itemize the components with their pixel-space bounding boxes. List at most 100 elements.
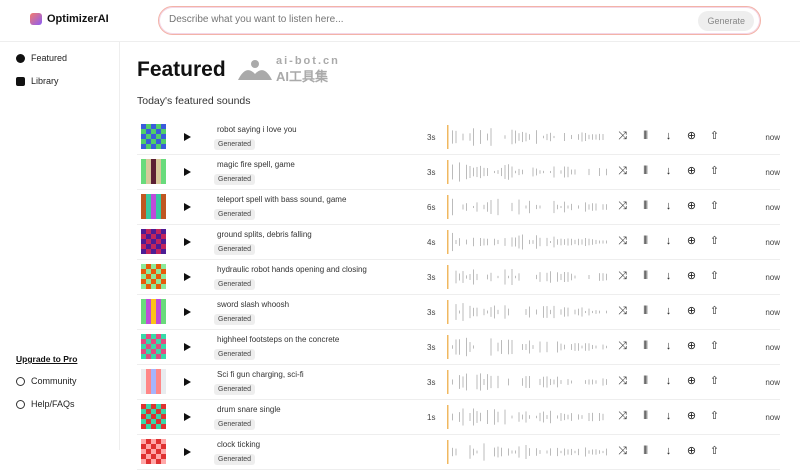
thumbnail-pixel xyxy=(156,379,161,384)
play-icon[interactable] xyxy=(184,343,191,351)
waveform-bar xyxy=(525,411,527,423)
sound-row[interactable]: sword slash whoosh Generated 3s ⤨ ⫴ ↓ ⊕ ⇧ no… xyxy=(137,295,780,330)
page-subtitle: Today's featured sounds xyxy=(137,95,251,107)
generate-button[interactable]: Generate xyxy=(698,11,754,31)
waveform-edit-icon[interactable]: ⫴ xyxy=(643,410,648,422)
waveform[interactable] xyxy=(447,159,607,185)
sound-row[interactable]: highheel footsteps on the concrete Gener… xyxy=(137,330,780,365)
shuffle-icon[interactable]: ⤨ xyxy=(618,445,627,457)
download-icon[interactable]: ↓ xyxy=(665,410,672,422)
sound-row[interactable]: clock ticking Generated ⤨ ⫴ ↓ ⊕ ⇧ xyxy=(137,435,780,470)
shuffle-icon[interactable]: ⤨ xyxy=(618,200,627,212)
waveform-bar xyxy=(557,376,558,388)
shuffle-icon[interactable]: ⤨ xyxy=(618,270,627,282)
waveform-edit-icon[interactable]: ⫴ xyxy=(643,200,648,212)
share-icon[interactable]: ⇧ xyxy=(709,130,720,142)
play-icon[interactable] xyxy=(184,448,191,456)
shuffle-icon[interactable]: ⤨ xyxy=(618,165,627,177)
waveform[interactable] xyxy=(447,334,607,360)
play-icon[interactable] xyxy=(184,168,191,176)
waveform-edit-icon[interactable]: ⫴ xyxy=(643,445,648,457)
sound-row[interactable]: robot saying i love you Generated 3s ⤨ ⫴ ↓… xyxy=(137,120,780,155)
upgrade-link[interactable]: Upgrade to Pro xyxy=(16,354,78,364)
waveform[interactable] xyxy=(447,439,607,465)
waveform[interactable] xyxy=(447,299,607,325)
waveform[interactable] xyxy=(447,124,607,150)
shuffle-icon[interactable]: ⤨ xyxy=(618,130,627,142)
play-icon[interactable] xyxy=(184,308,191,316)
share-icon[interactable]: ⇧ xyxy=(709,445,720,457)
share-icon[interactable]: ⇧ xyxy=(709,410,720,422)
waveform[interactable] xyxy=(447,194,607,220)
shuffle-icon[interactable]: ⤨ xyxy=(618,305,627,317)
sound-row[interactable]: magic fire spell, game Generated 3s ⤨ ⫴ ↓ ⊕… xyxy=(137,155,780,190)
waveform-edit-icon[interactable]: ⫴ xyxy=(643,235,648,247)
share-icon[interactable]: ⇧ xyxy=(709,165,720,177)
sidebar-item-help[interactable]: Help/FAQs xyxy=(16,398,75,410)
play-icon[interactable] xyxy=(184,273,191,281)
waveform-bar xyxy=(602,413,604,421)
upload-icon[interactable]: ⊕ xyxy=(686,305,697,317)
share-icon[interactable]: ⇧ xyxy=(709,270,720,282)
waveform[interactable] xyxy=(447,369,607,395)
waveform-edit-icon[interactable]: ⫴ xyxy=(643,305,648,317)
sound-row[interactable]: hydraulic robot hands opening and closin… xyxy=(137,260,780,295)
waveform-bar xyxy=(592,344,593,350)
waveform[interactable] xyxy=(447,404,607,430)
upload-icon[interactable]: ⊕ xyxy=(686,165,697,177)
waveform-bar xyxy=(543,411,544,423)
sidebar-item-community[interactable]: Community xyxy=(16,375,77,387)
waveform-edit-icon[interactable]: ⫴ xyxy=(643,340,648,352)
share-icon[interactable]: ⇧ xyxy=(709,200,720,212)
share-icon[interactable]: ⇧ xyxy=(709,235,720,247)
upload-icon[interactable]: ⊕ xyxy=(686,375,697,387)
play-icon[interactable] xyxy=(184,203,191,211)
upload-icon[interactable]: ⊕ xyxy=(686,200,697,212)
sidebar-item-library[interactable]: Library xyxy=(16,75,59,87)
waveform-bar xyxy=(602,134,604,140)
play-icon[interactable] xyxy=(184,378,191,386)
download-icon[interactable]: ↓ xyxy=(665,130,672,142)
upload-icon[interactable]: ⊕ xyxy=(686,270,697,282)
upload-icon[interactable]: ⊕ xyxy=(686,130,697,142)
sound-row[interactable]: ground splits, debris falling Generated … xyxy=(137,225,780,260)
waveform[interactable] xyxy=(447,264,607,290)
waveform-bar xyxy=(560,450,562,454)
sound-row[interactable]: teleport spell with bass sound, game Gen… xyxy=(137,190,780,225)
waveform-bar xyxy=(606,204,607,210)
waveform-edit-icon[interactable]: ⫴ xyxy=(643,130,648,142)
waveform[interactable] xyxy=(447,229,607,255)
upload-icon[interactable]: ⊕ xyxy=(686,445,697,457)
waveform-edit-icon[interactable]: ⫴ xyxy=(643,270,648,282)
shuffle-icon[interactable]: ⤨ xyxy=(618,235,627,247)
sound-row[interactable]: drum snare single Generated 1s ⤨ ⫴ ↓ ⊕ ⇧ now xyxy=(137,400,780,435)
download-icon[interactable]: ↓ xyxy=(665,165,672,177)
upload-icon[interactable]: ⊕ xyxy=(686,235,697,247)
play-icon[interactable] xyxy=(184,413,191,421)
waveform-edit-icon[interactable]: ⫴ xyxy=(643,165,648,177)
download-icon[interactable]: ↓ xyxy=(665,305,672,317)
download-icon[interactable]: ↓ xyxy=(665,270,672,282)
download-icon[interactable]: ↓ xyxy=(665,445,672,457)
shuffle-icon[interactable]: ⤨ xyxy=(618,340,627,352)
waveform-bar xyxy=(578,343,579,351)
shuffle-icon[interactable]: ⤨ xyxy=(618,410,627,422)
share-icon[interactable]: ⇧ xyxy=(709,340,720,352)
shuffle-icon[interactable]: ⤨ xyxy=(618,375,627,387)
play-icon[interactable] xyxy=(184,133,191,141)
download-icon[interactable]: ↓ xyxy=(665,235,672,247)
sound-row[interactable]: Sci fi gun charging, sci-fi Generated 3s… xyxy=(137,365,780,400)
share-icon[interactable]: ⇧ xyxy=(709,305,720,317)
download-icon[interactable]: ↓ xyxy=(665,375,672,387)
upload-icon[interactable]: ⊕ xyxy=(686,410,697,422)
download-icon[interactable]: ↓ xyxy=(665,340,672,352)
thumbnail-pixel xyxy=(141,239,146,244)
play-icon[interactable] xyxy=(184,238,191,246)
sidebar-item-featured[interactable]: Featured xyxy=(16,52,67,64)
search-input[interactable] xyxy=(169,14,689,25)
logo[interactable]: OptimizerAI xyxy=(30,13,109,25)
download-icon[interactable]: ↓ xyxy=(665,200,672,212)
waveform-edit-icon[interactable]: ⫴ xyxy=(643,375,648,387)
upload-icon[interactable]: ⊕ xyxy=(686,340,697,352)
share-icon[interactable]: ⇧ xyxy=(709,375,720,387)
